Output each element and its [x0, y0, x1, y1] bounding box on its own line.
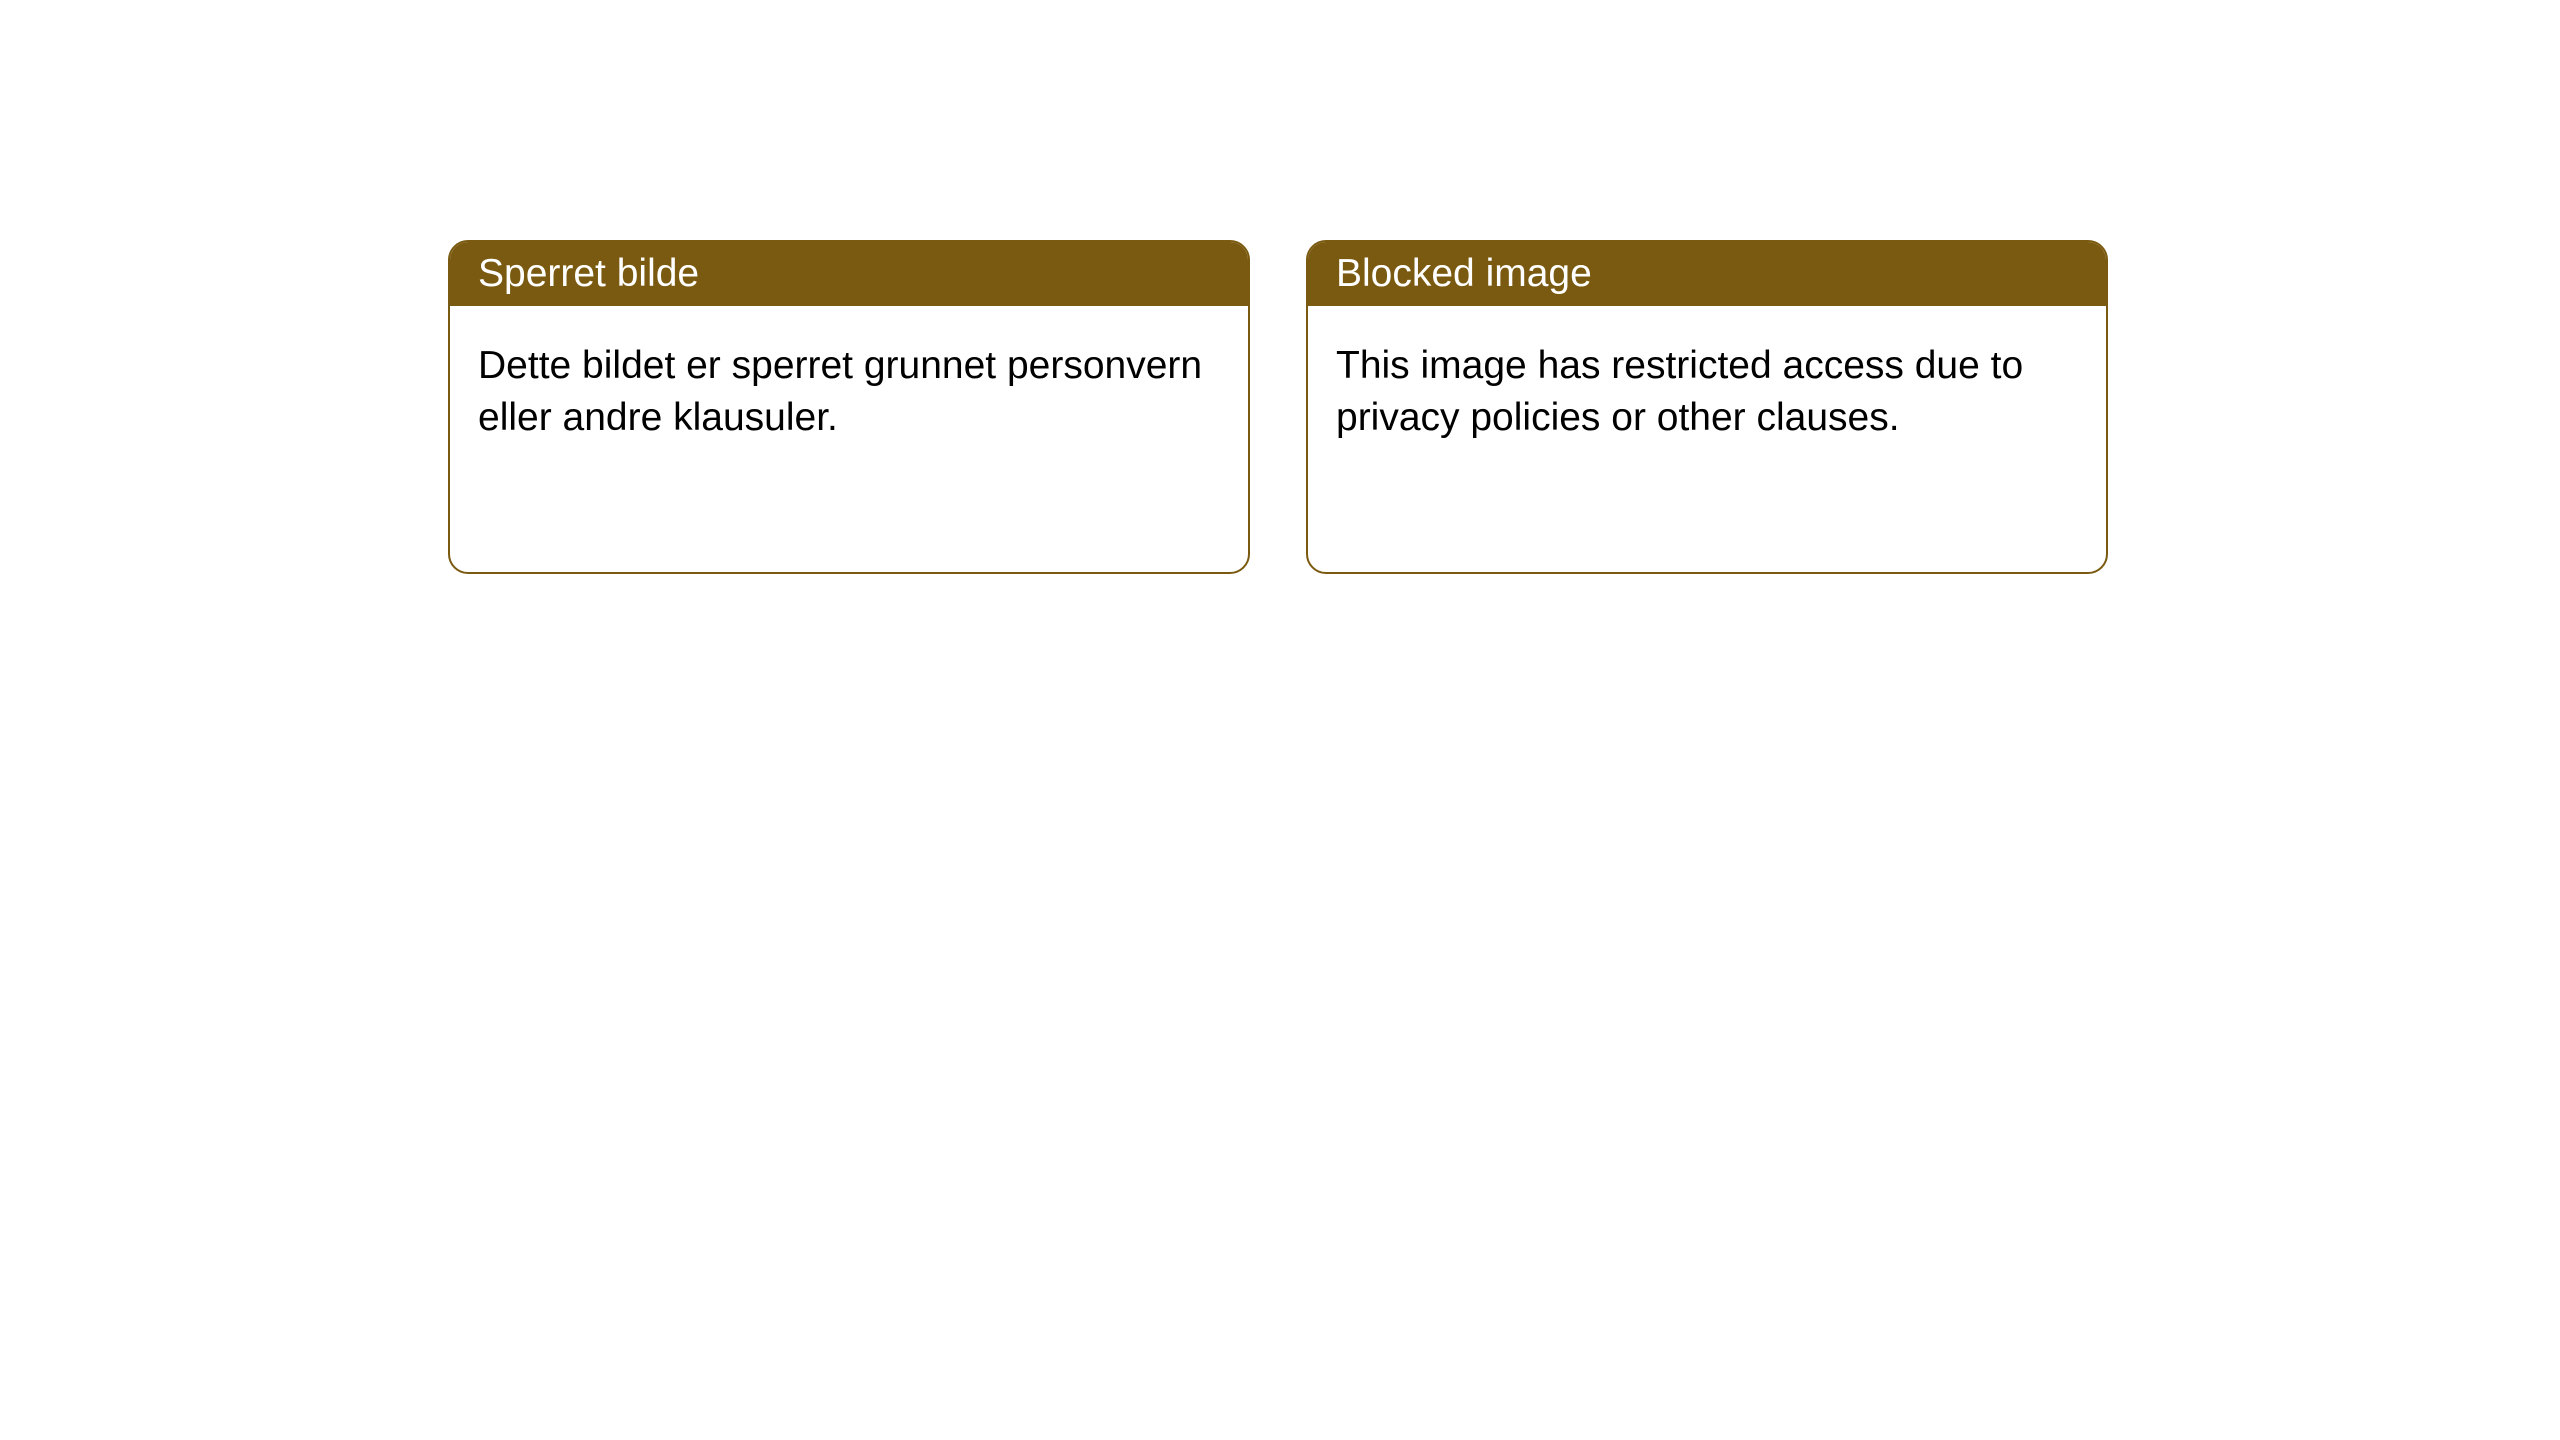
card-header: Blocked image [1308, 242, 2106, 306]
card-body: Dette bildet er sperret grunnet personve… [450, 306, 1248, 478]
notice-card-norwegian: Sperret bilde Dette bildet er sperret gr… [448, 240, 1250, 574]
card-body: This image has restricted access due to … [1308, 306, 2106, 478]
notice-card-english: Blocked image This image has restricted … [1306, 240, 2108, 574]
card-header: Sperret bilde [450, 242, 1248, 306]
notice-cards-container: Sperret bilde Dette bildet er sperret gr… [448, 240, 2560, 574]
